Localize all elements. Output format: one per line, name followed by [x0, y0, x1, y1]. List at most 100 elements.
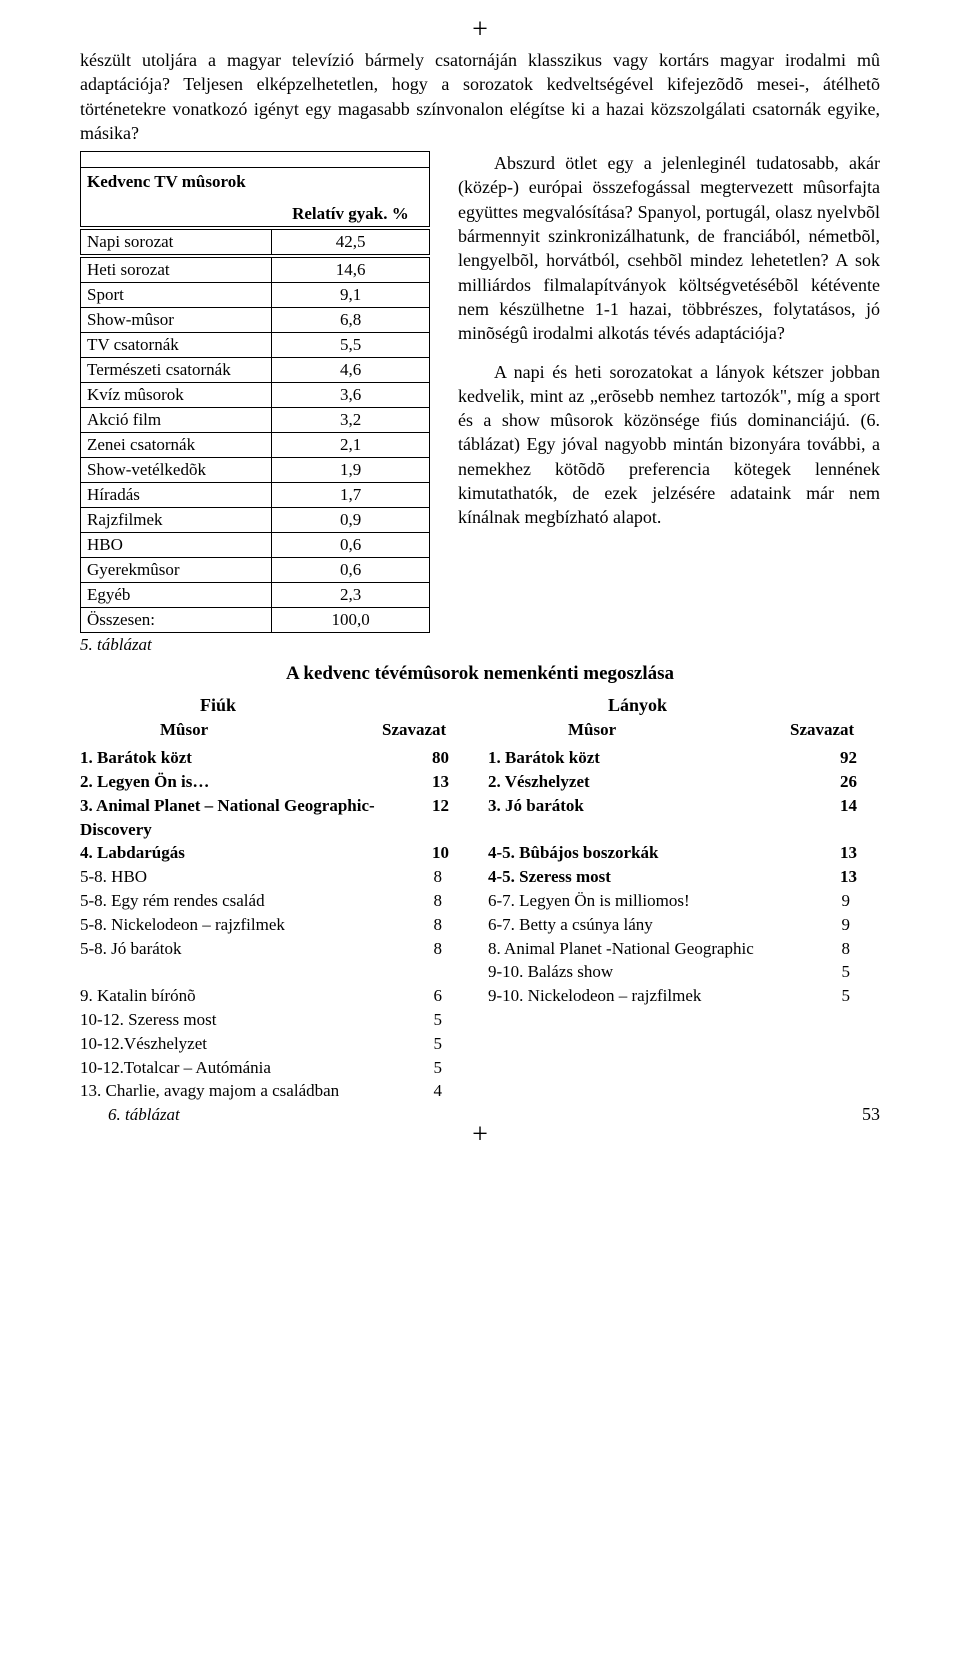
vote-row: 10-12. Szeress most5 [80, 1008, 472, 1032]
vote-row-label: 5-8. Jó barátok [80, 937, 432, 961]
table-row-value: 3,6 [272, 383, 430, 408]
table-row-label: Heti sorozat [81, 256, 272, 283]
vote-row-label: 3. Jó barátok [488, 794, 840, 818]
vote-row-label: 9-10. Balázs show [488, 960, 840, 984]
table-row-label: TV csatornák [81, 333, 272, 358]
vote-row-value: 8 [432, 865, 472, 889]
vote-row-label: 1. Barátok közt [80, 746, 432, 770]
right-column: Abszurd ötlet egy a jelenleginél tudatos… [458, 151, 880, 655]
vote-row [488, 818, 880, 842]
right-paragraph-2: A napi és heti sorozatokat a lányok kéts… [458, 360, 880, 530]
table-row-value: 3,2 [272, 408, 430, 433]
left-column: Kedvenc TV mûsorok Relatív gyak. % Napi … [80, 151, 430, 655]
vote-row: 5-8. Egy rém rendes család8 [80, 889, 472, 913]
girls-vote-label: Szavazat [790, 720, 880, 740]
table-row-label: Rajzfilmek [81, 508, 272, 533]
vote-row: 3. Jó barátok14 [488, 794, 880, 818]
vote-row-value: 13 [432, 770, 472, 794]
vote-row-label: 1. Barátok közt [488, 746, 840, 770]
table-row-value: 100,0 [272, 608, 430, 633]
girls-show-label: Mûsor [488, 720, 790, 740]
table-row-value: 42,5 [272, 228, 430, 256]
table-row-label: Napi sorozat [81, 228, 272, 256]
vote-row-label: 2. Legyen Ön is… [80, 770, 432, 794]
table-row-value: 1,9 [272, 458, 430, 483]
vote-row-value: 26 [840, 770, 880, 794]
vote-row-value: 13 [840, 865, 880, 889]
vote-row-label: 3. Animal Planet – National Geographic- … [80, 794, 432, 842]
table-row-label: Sport [81, 283, 272, 308]
table-row-value: 5,5 [272, 333, 430, 358]
vote-row-value: 92 [840, 746, 880, 770]
boys-column: Fiúk Mûsor Szavazat 1. Barátok közt802. … [80, 695, 472, 1103]
two-column-block: Kedvenc TV mûsorok Relatív gyak. % Napi … [80, 151, 880, 655]
vote-row-label: 9. Katalin bírónõ [80, 984, 432, 1008]
vote-row-label: 10-12.Vészhelyzet [80, 1032, 432, 1056]
table-row-value: 9,1 [272, 283, 430, 308]
table-row-label: Show-vetélkedõk [81, 458, 272, 483]
vote-row-label: 6-7. Legyen Ön is milliomos! [488, 889, 840, 913]
vote-row-value: 5 [432, 1056, 472, 1080]
table-row-label: HBO [81, 533, 272, 558]
vote-row-value: 5 [840, 960, 880, 984]
vote-row-value: 9 [840, 913, 880, 937]
vote-row-value: 5 [432, 1008, 472, 1032]
table-row-label: Zenei csatornák [81, 433, 272, 458]
table-5-col-header: Relatív gyak. % [272, 202, 430, 228]
boys-vote-label: Szavazat [382, 720, 472, 740]
table-row-label: Kvíz mûsorok [81, 383, 272, 408]
vote-row: 9. Katalin bírónõ6 [80, 984, 472, 1008]
table-row-value: 0,6 [272, 533, 430, 558]
vote-row-value: 10 [432, 841, 472, 865]
vote-row: 9-10. Balázs show5 [488, 960, 880, 984]
vote-row-value [432, 960, 472, 984]
table-5-title: Kedvenc TV mûsorok [81, 168, 430, 203]
intro-paragraph: készült utoljára a magyar televízió bárm… [80, 48, 880, 145]
vote-row-label: 10-12.Totalcar – Autómánia [80, 1056, 432, 1080]
vote-row: 5-8. Jó barátok8 [80, 937, 472, 961]
vote-row-value: 12 [432, 794, 472, 842]
table-5-caption: 5. táblázat [80, 635, 430, 655]
vote-row-value: 6 [432, 984, 472, 1008]
document-page: + készült utoljára a magyar televízió bá… [0, 0, 960, 1165]
vote-row: 4-5. Bûbájos boszorkák13 [488, 841, 880, 865]
vote-row-label: 4-5. Szeress most [488, 865, 840, 889]
crop-mark-top: + [472, 16, 488, 44]
vote-row: 6-7. Legyen Ön is milliomos!9 [488, 889, 880, 913]
vote-row-value: 8 [432, 913, 472, 937]
vote-row: 5-8. HBO8 [80, 865, 472, 889]
vote-row: 8. Animal Planet -National Geographic8 [488, 937, 880, 961]
vote-row: 3. Animal Planet – National Geographic- … [80, 794, 472, 842]
table-row-value: 0,6 [272, 558, 430, 583]
vote-row-label: 4-5. Bûbájos boszorkák [488, 841, 840, 865]
vote-row-value: 8 [432, 937, 472, 961]
vote-row-value: 5 [840, 984, 880, 1008]
vote-row-value: 4 [432, 1079, 472, 1103]
vote-row-label: 5-8. Egy rém rendes család [80, 889, 432, 913]
vote-row-value [840, 818, 880, 842]
vote-row-label [488, 818, 840, 842]
vote-row-value: 13 [840, 841, 880, 865]
vote-row-label: 13. Charlie, avagy majom a családban [80, 1079, 432, 1103]
table-row-value: 4,6 [272, 358, 430, 383]
page-number: 53 [862, 1104, 880, 1125]
vote-row-value: 9 [840, 889, 880, 913]
vote-row [80, 960, 472, 984]
vote-row-value: 80 [432, 746, 472, 770]
vote-row: 2. Legyen Ön is…13 [80, 770, 472, 794]
vote-row-label: 5-8. HBO [80, 865, 432, 889]
crop-mark-bottom: + [472, 1121, 488, 1149]
girls-head: Lányok [488, 695, 880, 716]
vote-row: 6-7. Betty a csúnya lány9 [488, 913, 880, 937]
vote-row: 5-8. Nickelodeon – rajzfilmek8 [80, 913, 472, 937]
vote-row-label: 9-10. Nickelodeon – rajzfilmek [488, 984, 840, 1008]
vote-row: 13. Charlie, avagy majom a családban4 [80, 1079, 472, 1103]
vote-row: 10-12.Totalcar – Autómánia5 [80, 1056, 472, 1080]
table-row-label: Akció film [81, 408, 272, 433]
vote-row-label: 5-8. Nickelodeon – rajzfilmek [80, 913, 432, 937]
table-5: Kedvenc TV mûsorok Relatív gyak. % Napi … [80, 151, 430, 633]
table-row-value: 14,6 [272, 256, 430, 283]
girls-column: Lányok Mûsor Szavazat 1. Barátok közt922… [488, 695, 880, 1103]
vote-row: 10-12.Vészhelyzet5 [80, 1032, 472, 1056]
table-row-value: 2,3 [272, 583, 430, 608]
